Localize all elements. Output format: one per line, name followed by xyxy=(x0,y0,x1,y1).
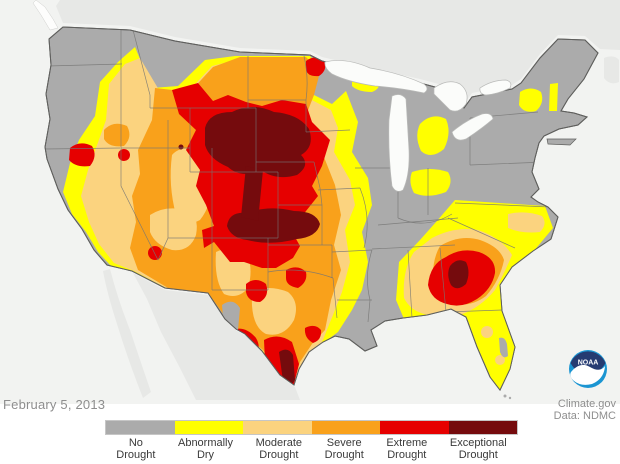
noaa-logo: NOAA xyxy=(569,350,607,388)
legend-swatch-extreme-drought xyxy=(380,421,449,434)
florida-keys xyxy=(503,394,507,398)
legend-label-abnormally-dry: Abnormally Dry xyxy=(177,437,234,461)
legend-swatch-severe-drought xyxy=(311,421,380,434)
long-island xyxy=(546,138,577,146)
credit-site: Climate.gov xyxy=(557,398,616,410)
vancouver-island xyxy=(32,0,59,31)
us-drought-map: NOAA xyxy=(0,0,620,404)
legend-label-row: No Drought Abnormally Dry Moderate Drought Sev… xyxy=(105,437,518,461)
legend-label-no-drought: No Drought xyxy=(116,437,156,461)
us-outline xyxy=(44,26,599,391)
mexico-silhouette xyxy=(103,269,300,400)
lake-huron xyxy=(433,81,468,112)
credits: Climate.gov Data: NDMC xyxy=(554,398,616,422)
legend-swatch-moderate-drought xyxy=(243,421,312,434)
legend-label-severe-drought: Severe Drought xyxy=(324,437,364,461)
legend-swatch-exceptional-drought xyxy=(448,421,517,434)
canada-silhouette xyxy=(0,0,620,104)
lake-michigan xyxy=(388,94,410,192)
legend-label-moderate-drought: Moderate Drought xyxy=(255,437,303,461)
legend-label-extreme-drought: Extreme Drought xyxy=(386,437,428,461)
credit-data-source: Data: NDMC xyxy=(553,410,616,422)
noaa-logo-text: NOAA xyxy=(578,360,599,367)
drought-layers xyxy=(45,28,558,390)
great-lakes xyxy=(324,60,512,192)
state-borders xyxy=(45,28,551,323)
drought-legend: No Drought Abnormally Dry Moderate Drought Sev… xyxy=(105,420,518,461)
legend-swatch-abnormally-dry xyxy=(174,421,243,434)
lake-superior xyxy=(324,60,428,94)
legend-swatch-no-drought xyxy=(106,421,175,434)
lake-erie xyxy=(451,113,494,141)
legend-swatch-row xyxy=(105,420,518,435)
legend-label-exceptional-drought: Exceptional Drought xyxy=(449,437,507,461)
date-label: February 5, 2013 xyxy=(3,397,106,412)
lake-ontario xyxy=(479,79,512,96)
